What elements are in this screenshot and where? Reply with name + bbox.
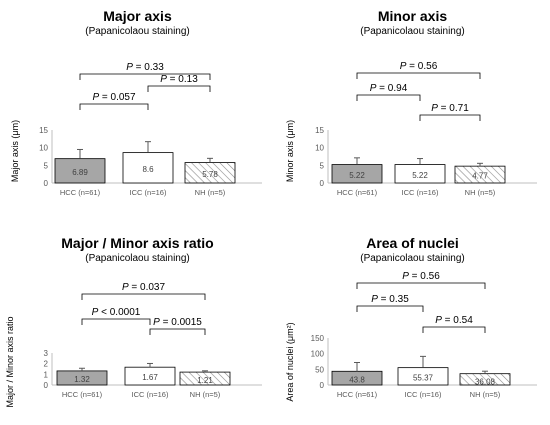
significance-bracket [79, 73, 211, 80]
significance-bracket [79, 103, 149, 110]
data-label: 6.89 [72, 168, 88, 177]
chart-subtitle: (Papanicolaou staining) [360, 26, 465, 37]
bar-chart: 0 50 100 150 43.8 HCC (n=61) 55.37 ICC (n=16) 36… [311, 271, 537, 399]
x-tick-label: HCC (n=61) [337, 390, 378, 399]
significance-bracket [147, 85, 211, 92]
p-value-label: P = 0.35 [371, 294, 409, 305]
p-value-label: P = 0.13 [160, 74, 198, 85]
chart-panel-nuclei-area: Area of nuclei (Papanicolaou staining) A… [275, 212, 550, 424]
y-tick-label: 0 [320, 381, 325, 390]
x-tick-label: ICC (n=16) [130, 188, 167, 197]
x-tick-label: ICC (n=16) [405, 390, 442, 399]
significance-bracket [81, 293, 206, 300]
significance-bracket [422, 326, 486, 333]
y-tick-label: 2 [44, 360, 49, 369]
significance-bracket [356, 282, 486, 289]
data-label: 8.6 [142, 165, 154, 174]
p-value-label: P = 0.037 [122, 282, 166, 293]
bar [54, 158, 106, 184]
p-value-label: P = 0.0015 [153, 317, 202, 328]
significance-bracket [81, 318, 151, 325]
chart-panel-major-axis: Major axis (Papanicolaou staining) Major… [0, 0, 275, 212]
x-tick-label: NH (n=5) [470, 390, 501, 399]
chart-title: Minor axis [377, 8, 448, 24]
p-value-label: P = 0.56 [400, 61, 438, 72]
y-tick-label: 15 [39, 126, 48, 135]
chart-title: Major / Minor axis ratio [61, 235, 214, 251]
bar-chart: 0 5 10 15 5.22 HCC (n=61) 5.22 ICC (n=16) 4.77 NH… [315, 61, 537, 197]
y-tick-label: 3 [44, 349, 49, 358]
data-label: 43.8 [349, 375, 365, 384]
significance-bracket [149, 328, 206, 335]
x-tick-label: ICC (n=16) [402, 188, 439, 197]
y-tick-label: 0 [320, 179, 325, 188]
y-tick-label: 0 [44, 381, 49, 390]
y-tick-label: 0 [44, 179, 49, 188]
y-tick-label: 5 [44, 161, 49, 170]
data-label: 5.22 [412, 171, 428, 180]
data-label: 1.32 [74, 375, 90, 384]
data-label: 4.77 [472, 172, 488, 181]
bar [122, 152, 174, 184]
chart-title: Major axis [103, 8, 172, 24]
y-tick-label: 1 [44, 370, 49, 379]
x-tick-label: NH (n=5) [465, 188, 496, 197]
p-value-label: P < 0.0001 [92, 307, 141, 318]
bar [459, 373, 511, 386]
chart-subtitle: (Papanicolaou staining) [360, 253, 465, 264]
data-label: 5.78 [202, 170, 218, 179]
y-tick-label: 10 [39, 144, 48, 153]
p-value-label: P = 0.71 [431, 103, 469, 114]
p-value-label: P = 0.94 [370, 83, 408, 94]
y-tick-label: 150 [311, 334, 325, 343]
x-tick-label: HCC (n=61) [62, 390, 103, 399]
p-value-label: P = 0.54 [435, 315, 473, 326]
chart-panel-minor-axis: Minor axis (Papanicolaou staining) Minor… [275, 0, 550, 212]
chart-subtitle: (Papanicolaou staining) [85, 26, 190, 37]
significance-bracket [356, 94, 421, 101]
y-tick-label: 15 [315, 126, 324, 135]
bar-chart: 0 5 10 15 6.89 HCC (n=61) 8.6 ICC (n=16) 5.78 NH … [39, 62, 262, 197]
x-tick-label: NH (n=5) [195, 188, 226, 197]
p-value-label: P = 0.33 [126, 62, 164, 73]
p-value-label: P = 0.56 [402, 271, 440, 282]
y-tick-label: 10 [315, 144, 324, 153]
bar-chart: 0 12 3 1.32 HCC (n=61) 1.67 ICC (n=16) 1.21 NH (… [44, 282, 262, 399]
data-label: 5.22 [349, 171, 365, 180]
x-tick-label: NH (n=5) [190, 390, 221, 399]
significance-bracket [356, 72, 481, 79]
x-tick-label: ICC (n=16) [132, 390, 169, 399]
significance-bracket [419, 114, 481, 121]
data-label: 55.37 [413, 373, 434, 382]
p-value-label: P = 0.057 [92, 92, 136, 103]
chart-panel-axis-ratio: Major / Minor axis ratio (Papanicolaou s… [0, 212, 275, 424]
y-tick-label: 5 [320, 161, 325, 170]
data-label: 1.21 [197, 376, 213, 385]
x-tick-label: HCC (n=61) [337, 188, 378, 197]
chart-title: Area of nuclei [366, 235, 459, 251]
y-tick-label: 50 [315, 365, 324, 374]
x-tick-label: HCC (n=61) [60, 188, 101, 197]
data-label: 36.08 [475, 378, 496, 387]
significance-bracket [356, 305, 424, 312]
data-label: 1.67 [142, 373, 158, 382]
chart-subtitle: (Papanicolaou staining) [85, 253, 190, 264]
y-tick-label: 100 [311, 350, 325, 359]
